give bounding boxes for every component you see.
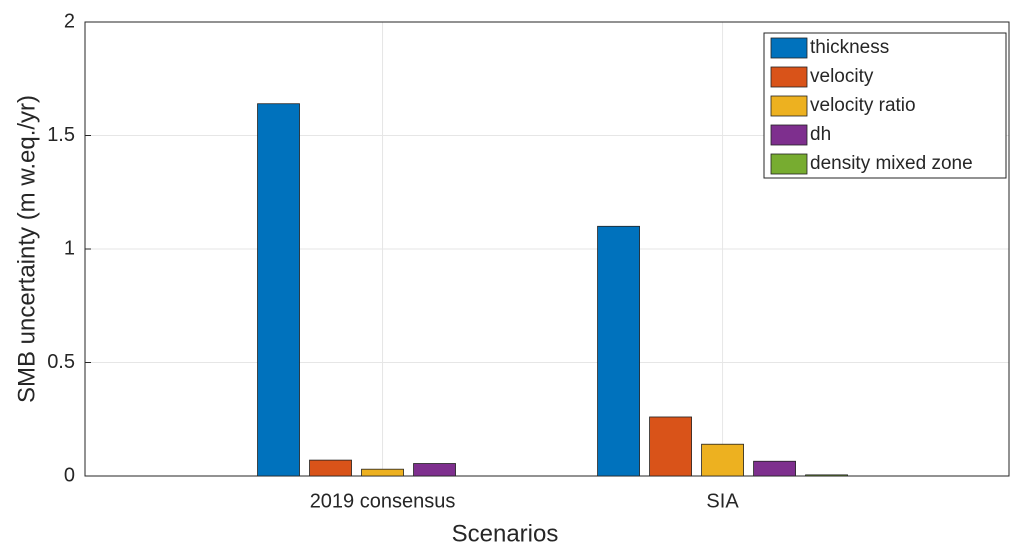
bar bbox=[753, 460, 796, 477]
bar bbox=[413, 463, 456, 477]
bar bbox=[309, 459, 352, 477]
legend-label: thickness bbox=[810, 37, 889, 58]
y-tick-label: 0 bbox=[64, 464, 75, 486]
bar bbox=[649, 416, 692, 477]
bar bbox=[257, 103, 300, 477]
y-tick-label: 2 bbox=[64, 10, 75, 32]
y-tick-label: 1.5 bbox=[47, 124, 75, 146]
y-tick-label: 0.5 bbox=[47, 351, 75, 373]
legend-swatch bbox=[770, 124, 808, 146]
legend-swatch bbox=[770, 66, 808, 88]
legend-swatch bbox=[770, 153, 808, 175]
y-tick-label: 1 bbox=[64, 237, 75, 259]
legend-label: velocity bbox=[810, 66, 874, 87]
x-axis-label: Scenarios bbox=[452, 520, 559, 547]
x-tick-label: 2019 consensus bbox=[310, 490, 456, 512]
legend-label: dh bbox=[810, 124, 831, 145]
legend-swatch bbox=[770, 95, 808, 117]
plot-box bbox=[84, 21, 1010, 477]
y-axis-label: SMB uncertainty (m w.eq./yr) bbox=[13, 95, 40, 403]
bar bbox=[805, 474, 848, 477]
legend-label: velocity ratio bbox=[810, 95, 916, 116]
legend-swatch bbox=[770, 37, 808, 59]
bar bbox=[597, 225, 640, 477]
bar bbox=[701, 443, 744, 477]
x-tick-label: SIA bbox=[706, 490, 739, 512]
bar bbox=[361, 468, 404, 477]
legend-label: density mixed zone bbox=[810, 153, 973, 174]
